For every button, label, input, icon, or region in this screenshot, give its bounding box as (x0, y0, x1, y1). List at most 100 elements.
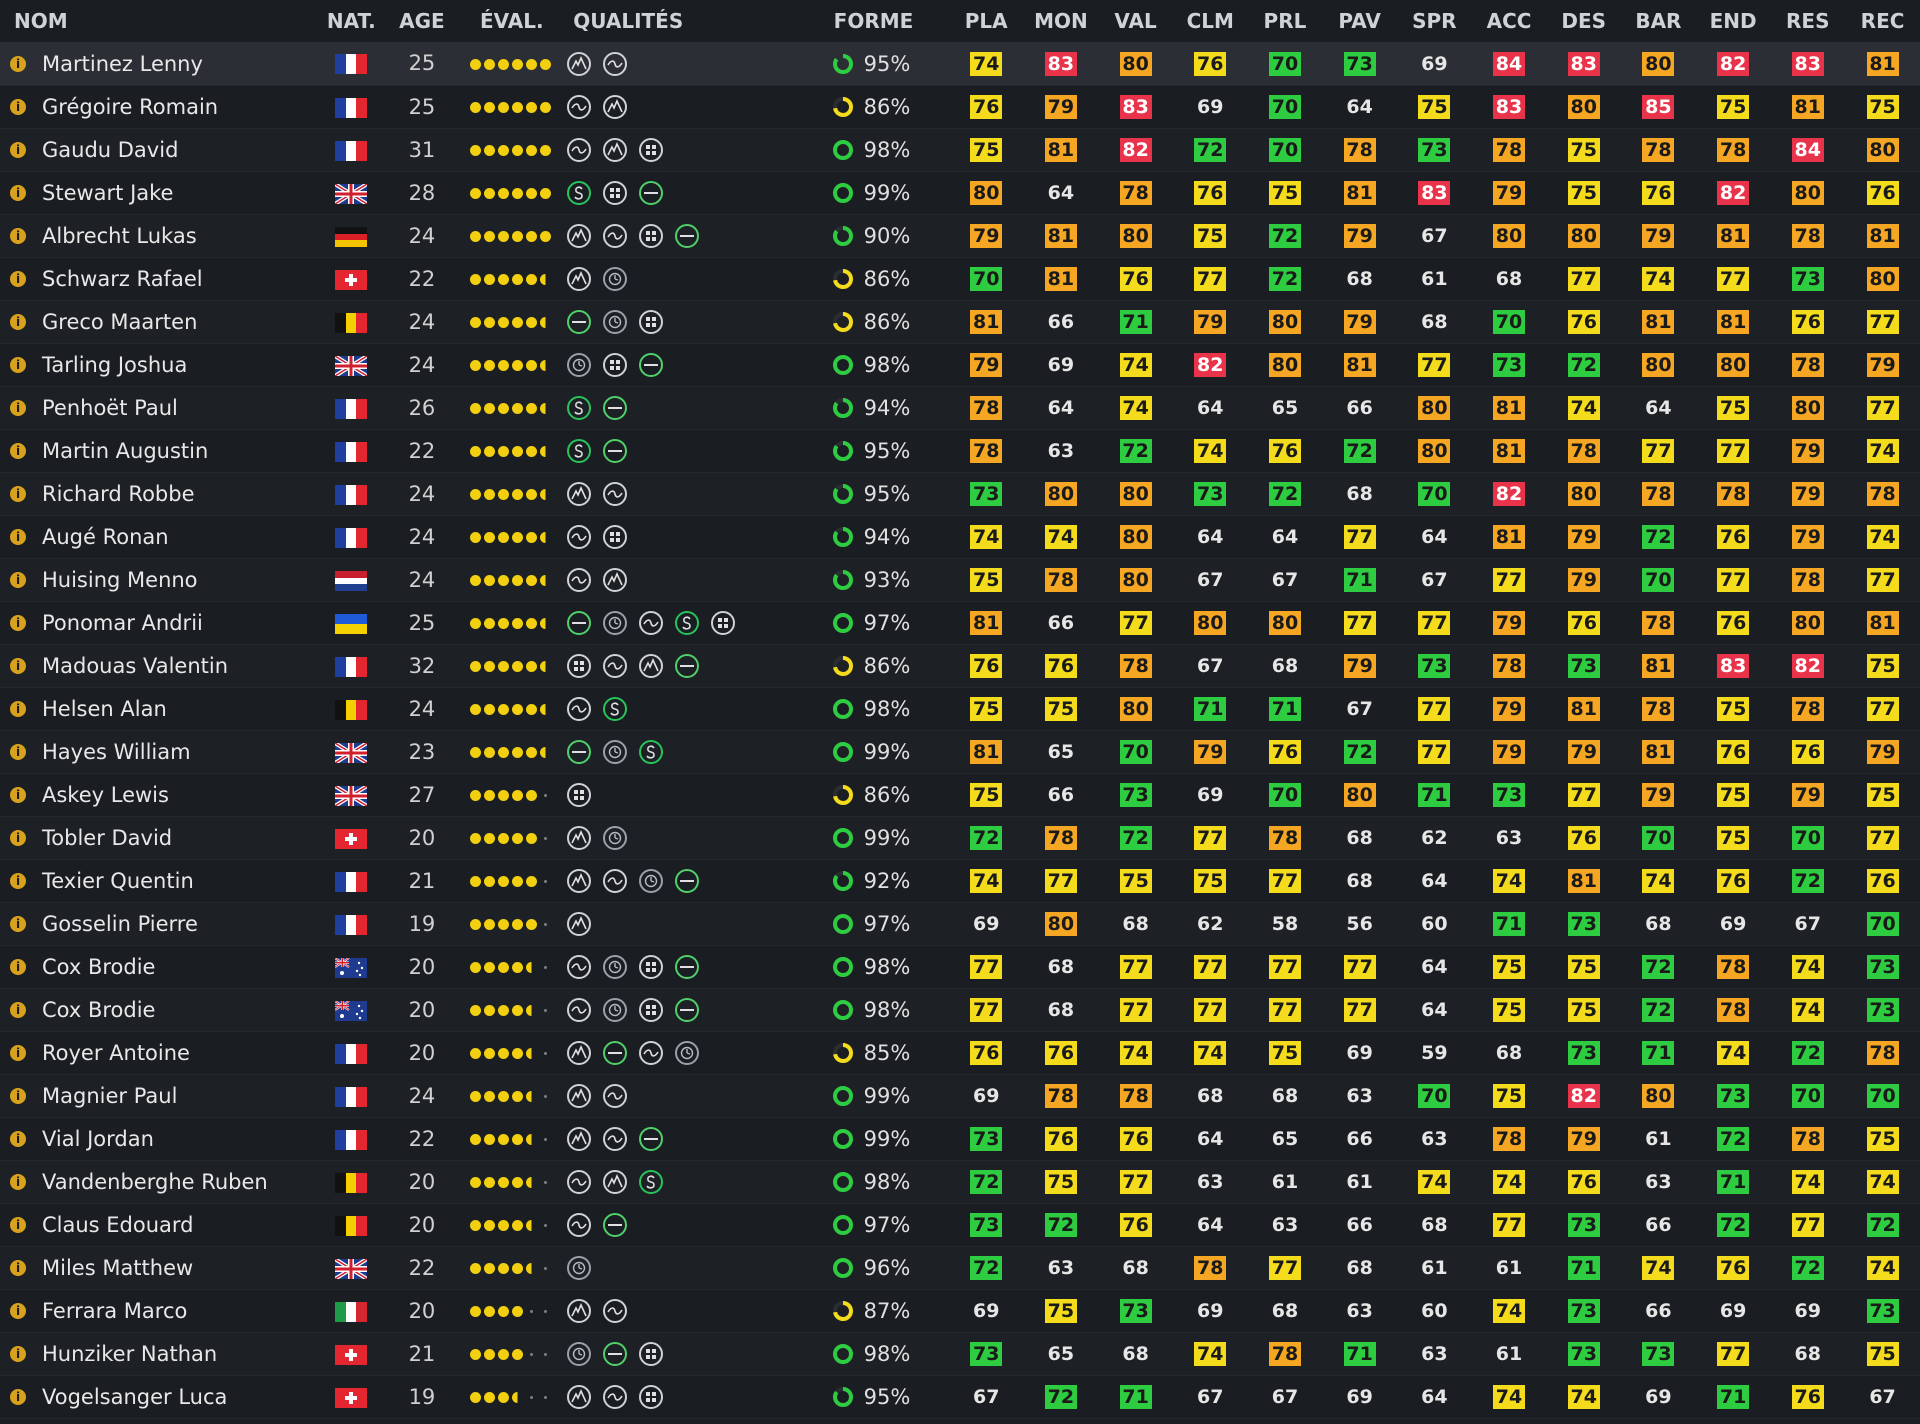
hill-quality-icon[interactable] (603, 224, 628, 248)
col-header-val[interactable]: VAL (1098, 0, 1173, 42)
cobbles-quality-icon[interactable] (603, 181, 628, 205)
rider-row[interactable]: i Schwarz Rafael 22 86% 70 81 76 77 72 68 61 68 77 74… (0, 257, 1920, 301)
hill-quality-icon[interactable] (603, 1084, 628, 1108)
rider-row[interactable]: i Albrecht Lukas 24 90% 79 81 80 75 72 79 67 80 80 79… (0, 214, 1920, 258)
rider-name[interactable]: Tarling Joshua (42, 353, 188, 377)
flat-quality-icon[interactable] (675, 654, 700, 678)
rider-name[interactable]: Ferrara Marco (42, 1299, 188, 1323)
flat-quality-icon[interactable] (603, 1213, 628, 1237)
cobbles-quality-icon[interactable] (567, 654, 592, 678)
rider-row[interactable]: i Tobler David 20 99% 72 78 72 77 78 68 62 63 76 70 75… (0, 816, 1920, 860)
rider-row[interactable]: i Helsen Alan 24 98% 75 75 80 71 71 67 77 79 81 78 75 7… (0, 687, 1920, 731)
rider-name[interactable]: Cox Brodie (42, 955, 156, 979)
flat-quality-icon[interactable] (567, 740, 592, 764)
rider-name-cell[interactable]: i Ponomar Andrii (0, 601, 321, 645)
info-icon[interactable]: i (10, 185, 26, 201)
sprinter-quality-icon[interactable] (639, 1170, 664, 1194)
info-icon[interactable]: i (10, 1088, 26, 1104)
rider-name[interactable]: Martin Augustin (42, 439, 209, 463)
rider-name-cell[interactable]: i Martinez Lenny (0, 42, 321, 86)
hill-quality-icon[interactable] (603, 654, 628, 678)
col-header-acc[interactable]: ACC (1471, 0, 1547, 42)
col-header-res[interactable]: RES (1770, 0, 1846, 42)
info-icon[interactable]: i (10, 787, 26, 803)
hill-quality-icon[interactable] (567, 955, 592, 979)
rider-name[interactable]: Askey Lewis (42, 783, 169, 807)
col-header-rec[interactable]: REC (1845, 0, 1920, 42)
rider-row[interactable]: i Claus Edouard 20 97% 73 72 76 64 63 66 68 77 73 66 7… (0, 1203, 1920, 1247)
climber-quality-icon[interactable] (567, 1041, 592, 1065)
climber-quality-icon[interactable] (567, 482, 592, 506)
rider-row[interactable]: i Texier Quentin 21 92% 74 77 75 75 77 68 64 74 81 74… (0, 859, 1920, 903)
rider-name-cell[interactable]: i Claus Edouard (0, 1203, 321, 1247)
climber-quality-icon[interactable] (567, 224, 592, 248)
itt-quality-icon[interactable] (603, 611, 628, 635)
rider-name[interactable]: Magnier Paul (42, 1084, 178, 1108)
rider-row[interactable]: i Hunziker Nathan 21 98% 73 65 68 74 78 71 63 61 73 7… (0, 1332, 1920, 1376)
rider-name-cell[interactable]: i Richard Robbe (0, 472, 321, 516)
rider-row[interactable]: i Martin Augustin 22 95% 78 63 72 74 76 72 80 81 78 7… (0, 429, 1920, 473)
hill-quality-icon[interactable] (567, 1170, 592, 1194)
cobbles-quality-icon[interactable] (711, 611, 736, 635)
climber-quality-icon[interactable] (603, 138, 628, 162)
col-header-age[interactable]: AGE (381, 0, 463, 42)
info-icon[interactable]: i (10, 1174, 26, 1190)
rider-row[interactable]: i Vogelsanger Luca 19 95% 67 72 71 67 67 69 64 74 74… (0, 1375, 1920, 1419)
flat-quality-icon[interactable] (567, 611, 592, 635)
climber-quality-icon[interactable] (639, 654, 664, 678)
info-icon[interactable]: i (10, 959, 26, 975)
rider-row[interactable]: i Grégoire Romain 25 86% 76 79 83 69 70 64 75 83 80 8… (0, 85, 1920, 129)
climber-quality-icon[interactable] (603, 95, 628, 119)
rider-name-cell[interactable]: i Augé Ronan (0, 515, 321, 559)
hill-quality-icon[interactable] (603, 869, 628, 893)
info-icon[interactable]: i (10, 357, 26, 373)
rider-name-cell[interactable]: i Tobler David (0, 816, 321, 860)
flat-quality-icon[interactable] (567, 310, 592, 334)
info-icon[interactable]: i (10, 1303, 26, 1319)
itt-quality-icon[interactable] (603, 740, 628, 764)
hill-quality-icon[interactable] (567, 998, 592, 1022)
rider-name[interactable]: Huising Menno (42, 568, 198, 592)
flat-quality-icon[interactable] (675, 955, 700, 979)
rider-name[interactable]: Hunziker Nathan (42, 1342, 218, 1366)
rider-name-cell[interactable]: i Cox Brodie (0, 945, 321, 989)
rider-row[interactable]: i Cox Brodie 20 98% 77 68 77 77 77 77 64 75 75 72 78 74… (0, 945, 1920, 989)
rider-name-cell[interactable]: i Hunziker Nathan (0, 1332, 321, 1376)
col-header-eval[interactable]: ÉVAL. (462, 0, 562, 42)
itt-quality-icon[interactable] (603, 267, 628, 291)
info-icon[interactable]: i (10, 615, 26, 631)
col-header-prl[interactable]: PRL (1247, 0, 1323, 42)
cobbles-quality-icon[interactable] (603, 525, 628, 549)
cobbles-quality-icon[interactable] (639, 998, 664, 1022)
rider-name-cell[interactable]: i Huising Menno (0, 558, 321, 602)
info-icon[interactable]: i (10, 529, 26, 545)
rider-name-cell[interactable]: i Gaudu David (0, 128, 321, 172)
flat-quality-icon[interactable] (675, 869, 700, 893)
rider-name-cell[interactable]: i Ferrara Marco (0, 1289, 321, 1333)
rider-name-cell[interactable]: i Magnier Paul (0, 1074, 321, 1118)
flat-quality-icon[interactable] (603, 396, 628, 420)
rider-name-cell[interactable]: i Martin Augustin (0, 429, 321, 473)
hill-quality-icon[interactable] (567, 697, 592, 721)
rider-name[interactable]: Vandenberghe Ruben (42, 1170, 268, 1194)
rider-row[interactable]: i Madouas Valentin 32 86% 76 76 78 67 68 79 73 78 73… (0, 644, 1920, 688)
sprinter-quality-icon[interactable] (567, 181, 592, 205)
itt-quality-icon[interactable] (603, 955, 628, 979)
itt-quality-icon[interactable] (567, 353, 592, 377)
info-icon[interactable]: i (10, 744, 26, 760)
flat-quality-icon[interactable] (603, 1041, 628, 1065)
rider-name[interactable]: Royer Antoine (42, 1041, 190, 1065)
cobbles-quality-icon[interactable] (603, 353, 628, 377)
rider-name[interactable]: Texier Quentin (42, 869, 194, 893)
info-icon[interactable]: i (10, 486, 26, 502)
col-header-clm[interactable]: CLM (1172, 0, 1248, 42)
flat-quality-icon[interactable] (603, 1342, 628, 1366)
col-header-pla[interactable]: PLA (948, 0, 1024, 42)
rider-row[interactable]: i Richard Robbe 24 95% 73 80 80 73 72 68 70 82 80 78 7… (0, 472, 1920, 516)
climber-quality-icon[interactable] (567, 1299, 592, 1323)
hill-quality-icon[interactable] (603, 1385, 628, 1409)
rider-name-cell[interactable]: i Vogelsanger Luca (0, 1375, 321, 1419)
info-icon[interactable]: i (10, 228, 26, 244)
flat-quality-icon[interactable] (603, 439, 628, 463)
info-icon[interactable]: i (10, 658, 26, 674)
